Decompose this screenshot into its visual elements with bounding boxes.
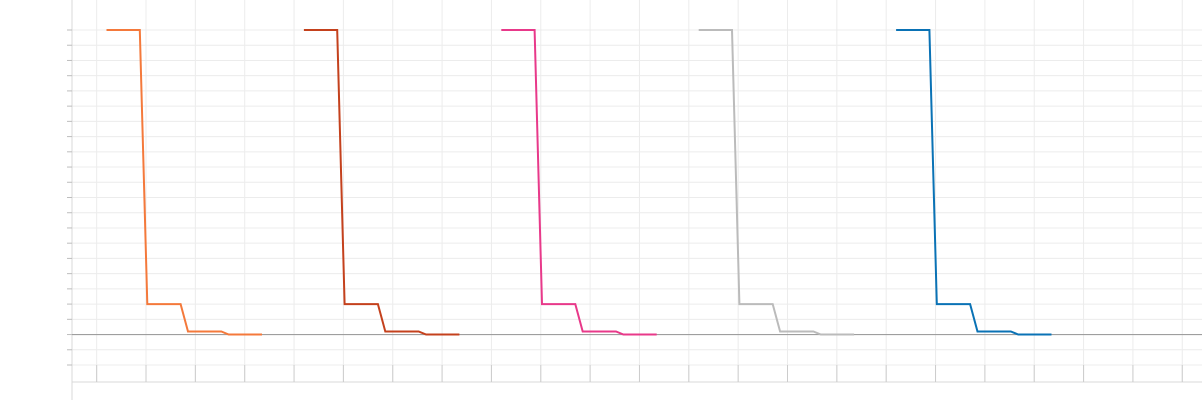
series-line-3 [501,29,657,336]
series-line-1 [106,29,262,336]
series-line-5 [896,29,1052,336]
series-group [106,29,1052,336]
grid [72,0,1202,382]
series-line-4 [698,29,855,336]
series-line-2 [303,29,460,336]
